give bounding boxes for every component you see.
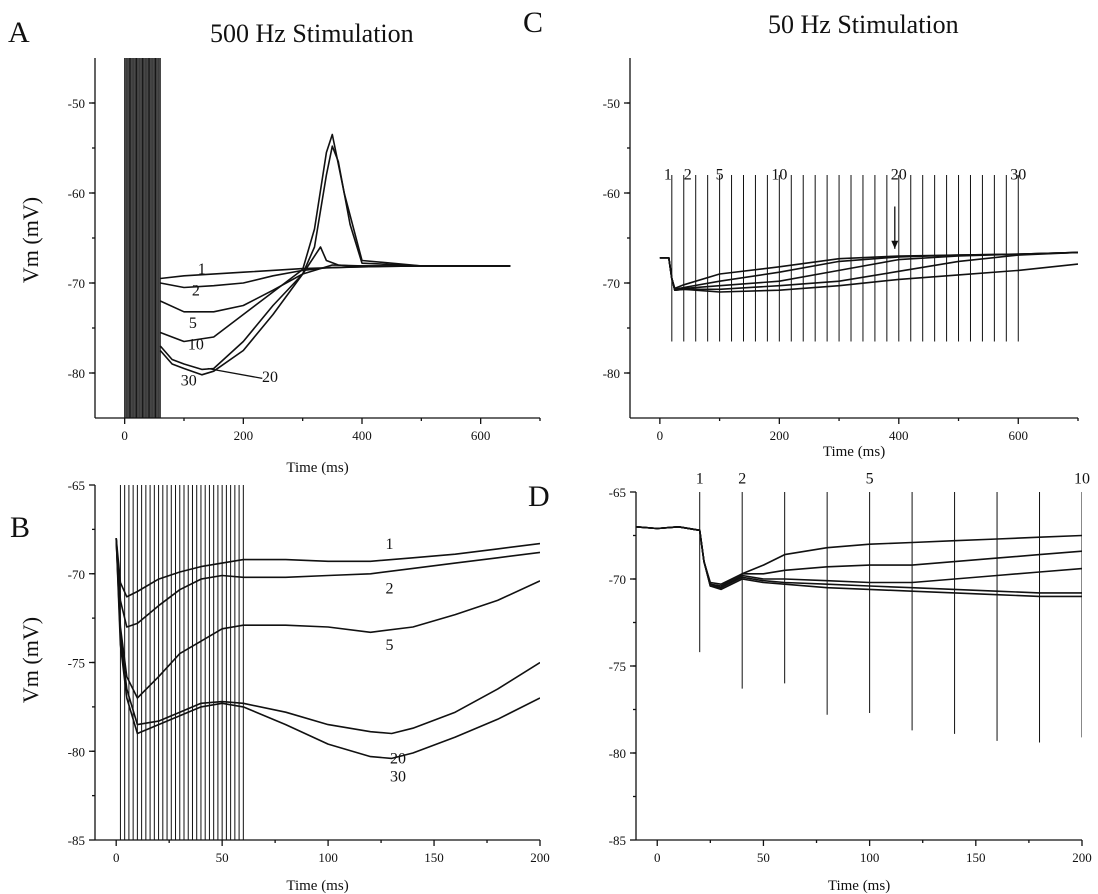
x-tick-label: 0 (121, 428, 128, 443)
y-tick-label: -70 (603, 276, 620, 291)
stimulus-number-label: 5 (716, 167, 724, 184)
stimulus-number-label: 5 (866, 470, 874, 487)
panel-b-chart: 0 50 100 150 200 -65 -70 -75 -80 -85 Time (ms) Vm (… (18, 478, 550, 894)
x-tick-label: 150 (424, 850, 444, 865)
trace-20 (636, 526, 1082, 598)
arrow-head-icon (891, 240, 899, 249)
trace-label-20: 20 (262, 369, 278, 386)
stimulus-number-label: 2 (738, 470, 746, 487)
panel-b-y-axis-label: Vm (mV) (18, 617, 43, 703)
trace-2 (115, 538, 540, 628)
x-tick-label: 0 (657, 428, 664, 443)
y-tick-label: -70 (68, 567, 85, 582)
panel-a-y-axis-label: Vm (mV) (18, 197, 43, 283)
x-tick-label: 50 (216, 850, 229, 865)
column-title-50hz: 50 Hz Stimulation (768, 10, 959, 39)
y-tick-label: -80 (603, 366, 620, 381)
panel-a-x-axis-label: Time (ms) (286, 460, 348, 476)
trace-20 (659, 257, 1078, 293)
trace-10 (636, 526, 1082, 594)
x-tick-label: 400 (889, 428, 909, 443)
column-title-500hz: 500 Hz Stimulation (210, 19, 414, 48)
trace-label-30: 30 (181, 373, 197, 390)
trace-label-2: 2 (192, 283, 200, 300)
trace-label-1: 1 (198, 261, 206, 278)
y-tick-label: -65 (68, 478, 85, 493)
x-tick-label: 100 (860, 850, 880, 865)
y-tick-label: -85 (609, 833, 626, 848)
panel-c-x-axis-label: Time (ms) (823, 444, 885, 460)
x-tick-label: 200 (1072, 850, 1092, 865)
panel-a-plot-area (124, 58, 511, 418)
trace-label-1: 1 (386, 536, 394, 553)
stimulus-number-label: 1 (664, 167, 672, 184)
y-tick-label: -75 (68, 656, 85, 671)
stimulus-number-label: 2 (684, 167, 692, 184)
panel-b-x-axis-label: Time (ms) (286, 878, 348, 894)
trace-5 (159, 264, 511, 313)
y-tick-label: -80 (609, 746, 626, 761)
y-tick-label: -60 (603, 186, 620, 201)
panel-a-stimulus-artifacts (124, 58, 161, 418)
trace-label-5: 5 (189, 315, 197, 332)
trace-20 (159, 145, 511, 371)
panel-d-chart: 0 50 100 150 200 -65 -70 -75 -80 -85 Time (ms) 1 2 5 1… (609, 470, 1092, 894)
panel-c-plot-area (659, 175, 1078, 342)
panel-letter-c: C (523, 6, 543, 39)
y-tick-label: -50 (68, 96, 85, 111)
trace-label-20: 20 (390, 751, 406, 768)
trace-label-10: 10 (188, 337, 204, 354)
trace-label-2: 2 (386, 580, 394, 597)
trace-label-5: 5 (386, 637, 394, 654)
panel-a-chart: 0 200 400 600 -50 -60 -70 -80 Time (ms) Vm (mV) 1 2… (18, 58, 541, 476)
y-tick-label: -50 (603, 96, 620, 111)
y-tick-label: -80 (68, 744, 85, 759)
panel-c-chart: 0 200 400 600 -50 -60 -70 -80 Time (ms) 1 2 5 10 20 30 (603, 58, 1079, 460)
x-tick-label: 200 (530, 850, 550, 865)
x-tick-label: 100 (318, 850, 338, 865)
trace-1 (115, 538, 540, 598)
y-tick-label: -70 (68, 276, 85, 291)
trace-label-30: 30 (390, 768, 406, 785)
y-tick-label: -80 (68, 366, 85, 381)
trace-30 (159, 246, 511, 376)
trace-20-pointer-line (207, 367, 263, 380)
trace-5 (115, 538, 540, 699)
x-tick-label: 200 (770, 428, 790, 443)
panel-b-stimulus-artifacts (119, 485, 244, 840)
stimulus-number-label: 10 (771, 167, 787, 184)
y-tick-label: -70 (609, 572, 626, 587)
x-tick-label: 0 (654, 850, 661, 865)
panel-letter-d: D (528, 480, 550, 513)
x-tick-label: 150 (966, 850, 986, 865)
panel-d-x-axis-label: Time (ms) (828, 878, 890, 894)
x-tick-label: 400 (352, 428, 372, 443)
trace-2 (160, 265, 511, 289)
y-tick-label: -60 (68, 186, 85, 201)
stimulus-number-label: 1 (696, 470, 704, 487)
x-tick-label: 200 (234, 428, 254, 443)
x-tick-label: 600 (1009, 428, 1029, 443)
trace-20 (115, 538, 540, 735)
stimulus-number-label: 10 (1074, 470, 1090, 487)
trace-30 (115, 538, 540, 760)
x-tick-label: 50 (757, 850, 770, 865)
y-tick-label: -75 (609, 659, 626, 674)
panel-d-plot-area (636, 492, 1082, 743)
stimulus-number-label: 30 (1010, 167, 1026, 184)
x-tick-label: 0 (113, 850, 120, 865)
x-tick-label: 600 (471, 428, 491, 443)
panel-b-plot-area (115, 485, 540, 840)
panel-letter-b: B (10, 511, 30, 544)
y-tick-label: -65 (609, 485, 626, 500)
panel-d-stimulus-artifacts (699, 492, 1082, 743)
trace-10 (160, 133, 511, 343)
stimulus-number-label: 20 (891, 167, 907, 184)
panel-letter-a: A (8, 16, 30, 49)
y-tick-label: -85 (68, 833, 85, 848)
